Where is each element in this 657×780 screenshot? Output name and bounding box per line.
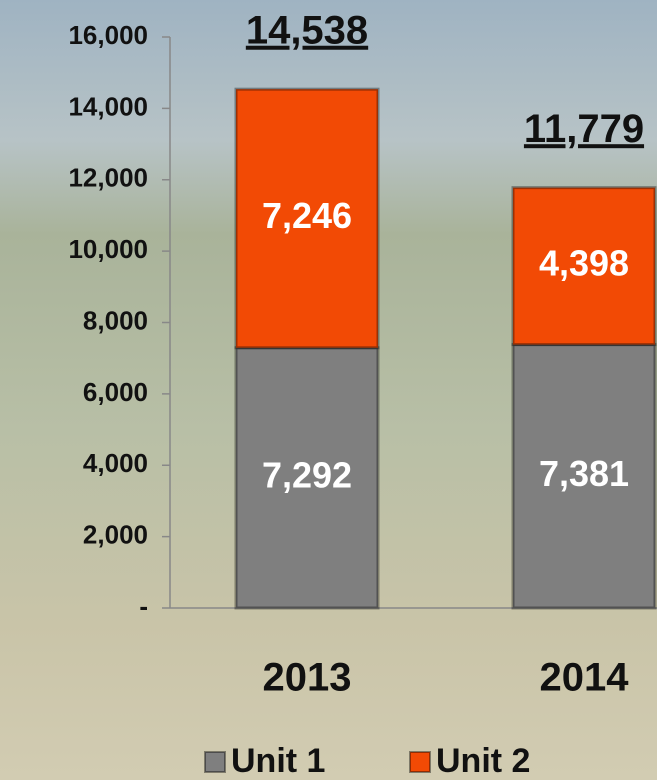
y-tick-label: 2,000 [83, 520, 148, 550]
y-tick-label: 8,000 [83, 305, 148, 335]
bar-segment [234, 87, 380, 350]
x-tick-label: 2013 [263, 656, 352, 700]
total-label: 14,538 [246, 9, 368, 53]
segment-label: 7,381 [539, 453, 629, 494]
x-tick-label: 2014 [540, 656, 630, 700]
bar-segment [234, 346, 380, 610]
legend-label: Unit 2 [436, 742, 530, 780]
segment-label: 4,398 [539, 243, 629, 284]
segment-label: 7,292 [262, 454, 352, 495]
total-label: 11,779 [524, 107, 644, 151]
legend-swatch [204, 751, 226, 773]
y-tick-label: 14,000 [68, 91, 148, 121]
y-tick-label: 10,000 [68, 234, 148, 264]
bar-segment [511, 343, 657, 610]
y-tick-label: 16,000 [68, 20, 148, 50]
y-tick-label: 4,000 [83, 448, 148, 478]
y-tick-label: 6,000 [83, 377, 148, 407]
y-tick-label: - [139, 591, 148, 621]
segment-label: 7,246 [262, 195, 352, 236]
bar-segment [511, 186, 657, 347]
legend-label: Unit 1 [231, 742, 325, 780]
legend-swatch [409, 751, 431, 773]
y-tick-label: 12,000 [68, 163, 148, 193]
